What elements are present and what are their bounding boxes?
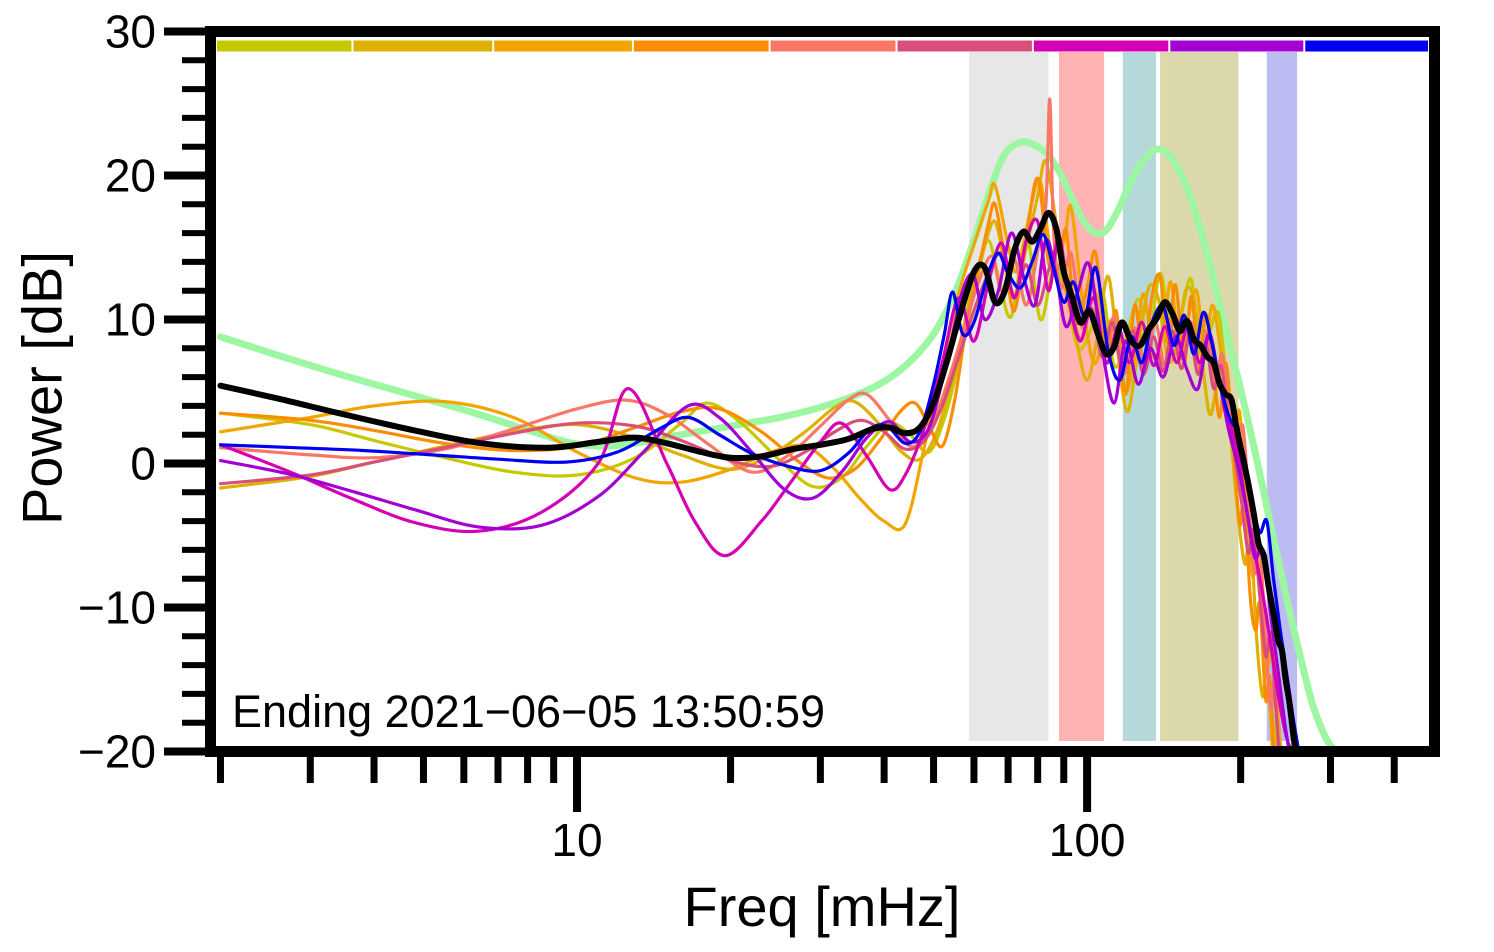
x-tick-label-10: 10 — [551, 814, 602, 866]
frequency-band-pink — [1059, 52, 1105, 741]
y-tick-label--20: −20 — [78, 726, 156, 778]
y-tick-label-10: 10 — [105, 294, 156, 346]
timebar-segment-8 — [1170, 40, 1304, 52]
x-tick-label-100: 100 — [1049, 814, 1126, 866]
y-tick-label-30: 30 — [105, 6, 156, 58]
series-mean-black — [217, 209, 1298, 746]
timebar-segment-9 — [1305, 40, 1428, 52]
y-axis-title: Power [dB] — [10, 251, 74, 525]
timebar-segment-1 — [217, 40, 352, 52]
y-tick-label-20: 20 — [105, 150, 156, 202]
timebar-segment-2 — [353, 40, 493, 52]
curves-group — [217, 97, 1336, 746]
series-seg1-yellowgreen — [218, 234, 1278, 746]
timebar-segment-5 — [770, 40, 896, 52]
y-tick-label-0: 0 — [130, 438, 156, 490]
timebar-segment-4 — [633, 40, 769, 52]
y-tick-label--10: −10 — [78, 582, 156, 634]
timebar-segment-6 — [897, 40, 1032, 52]
plot-frame — [205, 26, 1440, 757]
axis-ticks — [164, 27, 1398, 812]
timebar-segment-3 — [494, 40, 632, 52]
ending-timestamp-annotation: Ending 2021−06−05 13:50:59 — [232, 686, 826, 737]
timebar-segment-7 — [1033, 40, 1169, 52]
x-axis-title: Freq [mHz] — [683, 875, 961, 938]
frequency-band-gray — [969, 52, 1049, 741]
